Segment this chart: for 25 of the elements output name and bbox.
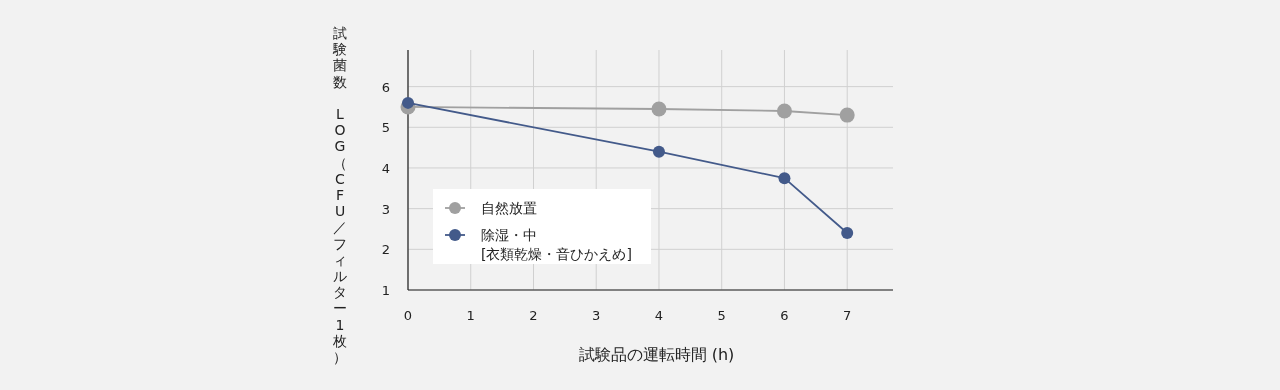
point: [652, 145, 665, 158]
legend-label: 除湿・中 [衣類乾燥・音ひかえめ]: [481, 227, 632, 262]
x-tick-label: 3: [592, 308, 601, 323]
point: [841, 227, 854, 240]
x-tick-label: 0: [403, 308, 413, 323]
x-tick-label: 4: [654, 308, 664, 323]
x-axis-title: 試験品の運転時間 (h): [578, 345, 735, 364]
legend-label: 自然放置: [481, 200, 537, 216]
point: [839, 107, 855, 123]
point: [402, 96, 414, 109]
point: [778, 172, 791, 185]
x-tick-label: 5: [717, 308, 726, 323]
y-tick-label: 4: [381, 160, 390, 176]
point: [776, 103, 792, 119]
y-tick-label: 1: [381, 283, 390, 298]
x-tick-label: 7: [843, 308, 852, 323]
x-tick-label: 2: [529, 308, 538, 323]
y-tick-label: 5: [381, 120, 390, 136]
y-tick-label: 2: [381, 242, 390, 258]
y-tick-label: 6: [381, 79, 390, 95]
point: [651, 101, 667, 117]
y-tick-label: 3: [381, 201, 390, 217]
text: 試験菌数 LOG（CFU／フィルター1枚）: [333, 25, 347, 365]
x-tick-label: 6: [780, 308, 789, 323]
x-tick-label: 1: [466, 308, 475, 323]
